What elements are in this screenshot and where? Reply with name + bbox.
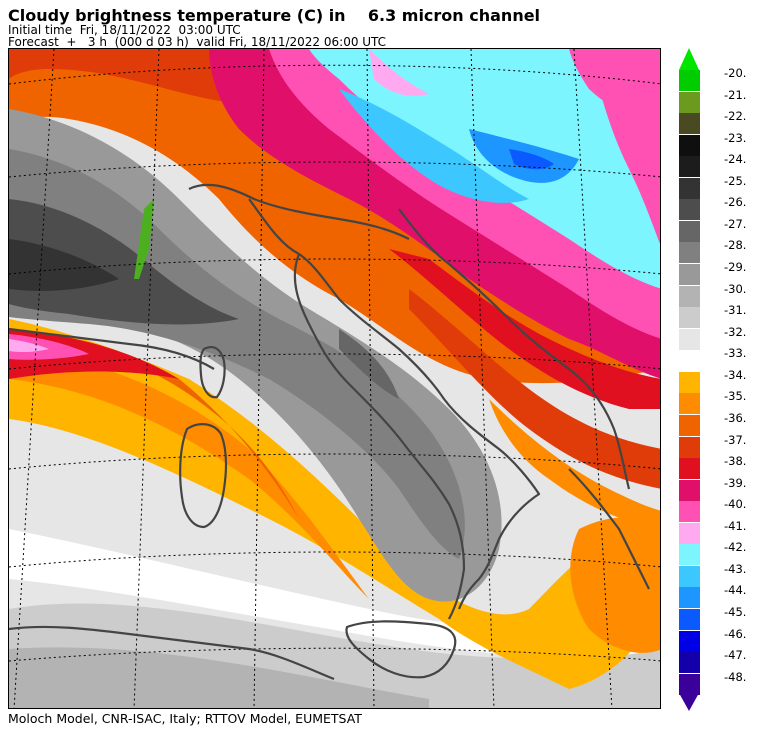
colorbar-label: -34. — [724, 368, 747, 382]
colorbar-label: -41. — [724, 519, 747, 533]
colorbar-label: -38. — [724, 454, 747, 468]
colorbar-cell — [679, 329, 700, 350]
colorbar-label: -47. — [724, 648, 747, 662]
brightness-field — [9, 49, 660, 708]
colorbar-cell — [679, 156, 700, 177]
colorbar-cell — [679, 113, 700, 134]
colorbar-cell — [679, 92, 700, 113]
colorbar-cell — [679, 480, 700, 501]
colorbar-label: -27. — [724, 217, 747, 231]
colorbar-cell — [679, 458, 700, 479]
colorbar-cell — [679, 523, 700, 544]
colorbar-label: -29. — [724, 260, 747, 274]
colorbar-cell — [679, 631, 700, 652]
colorbar-label: -33. — [724, 346, 747, 360]
colorbar-cell — [679, 178, 700, 199]
colorbar-label: -43. — [724, 562, 747, 576]
map-title: Cloudy brightness temperature (C) in 6.3… — [8, 6, 541, 25]
map-panel — [8, 48, 661, 709]
colorbar-label: -32. — [724, 325, 747, 339]
colorbar-label: -42. — [724, 540, 747, 554]
colorbar-label: -46. — [724, 627, 747, 641]
coastlines — [9, 183, 650, 681]
colorbar-label: -37. — [724, 433, 747, 447]
colorbar-label: -31. — [724, 303, 747, 317]
colorbar-label: -23. — [724, 131, 747, 145]
colorbar-cell — [679, 587, 700, 608]
colorbar-cell — [679, 135, 700, 156]
colorbar-cell — [679, 350, 700, 371]
colorbar-top-arrow — [679, 48, 699, 70]
colorbar-cell — [679, 221, 700, 242]
colorbar-label: -30. — [724, 282, 747, 296]
colorbar-cell — [679, 70, 700, 91]
colorbar-label: -36. — [724, 411, 747, 425]
colorbar-cell — [679, 264, 700, 285]
colorbar-cell — [679, 437, 700, 458]
colorbar-label: -21. — [724, 88, 747, 102]
colorbar-label: -20. — [724, 66, 747, 80]
colorbar-cell — [679, 307, 700, 328]
colorbar-label: -45. — [724, 605, 747, 619]
colorbar-cell — [679, 501, 700, 522]
colorbar-label: -35. — [724, 389, 747, 403]
footer-credit: Moloch Model, CNR-ISAC, Italy; RTTOV Mod… — [8, 711, 362, 726]
initial-time: Initial time Fri, 18/11/2022 03:00 UTC — [8, 23, 241, 37]
colorbar-cell — [679, 674, 700, 695]
colorbar-cell — [679, 242, 700, 263]
colorbar-cell — [679, 652, 700, 673]
colorbar-cell — [679, 286, 700, 307]
colorbar-cell — [679, 393, 700, 414]
forecast-time: Forecast + 3 h (000 d 03 h) valid Fri, 1… — [8, 35, 387, 49]
colorbar-cell — [679, 199, 700, 220]
colorbar-label: -44. — [724, 583, 747, 597]
colorbar-label: -40. — [724, 497, 747, 511]
colorbar-bottom-arrow — [679, 693, 699, 711]
colorbar-cell — [679, 566, 700, 587]
colorbar-cell — [679, 372, 700, 393]
colorbar-cell — [679, 415, 700, 436]
colorbar-label: -26. — [724, 195, 747, 209]
colorbar-label: -39. — [724, 476, 747, 490]
colorbar-cell — [679, 544, 700, 565]
colorbar-label: -22. — [724, 109, 747, 123]
colorbar-label: -48. — [724, 670, 747, 684]
graticule — [9, 49, 660, 708]
colorbar-label: -28. — [724, 238, 747, 252]
colorbar-label: -24. — [724, 152, 747, 166]
colorbar-label: -25. — [724, 174, 747, 188]
colorbar-cell — [679, 609, 700, 630]
